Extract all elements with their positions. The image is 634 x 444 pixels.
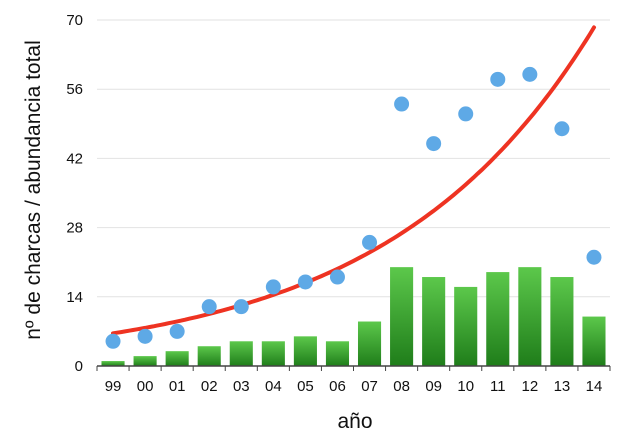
bar xyxy=(133,356,157,366)
data-point xyxy=(522,66,538,82)
bar xyxy=(325,341,350,366)
x-tick-label: 00 xyxy=(137,378,154,395)
bar xyxy=(229,341,253,366)
x-tick-label: 08 xyxy=(393,378,410,395)
data-point xyxy=(105,333,121,349)
bar xyxy=(357,321,382,366)
x-tick-label: 01 xyxy=(169,378,186,395)
x-tick-label: 09 xyxy=(425,378,442,395)
x-tick-label: 02 xyxy=(201,378,218,395)
bar xyxy=(582,316,606,366)
x-tick-label: 11 xyxy=(490,378,506,395)
x-axis-title: año xyxy=(337,410,372,433)
y-tick-label: 0 xyxy=(75,358,83,375)
axes xyxy=(96,365,611,371)
x-tick-label: 14 xyxy=(586,378,603,395)
bar-series xyxy=(101,267,606,366)
bar xyxy=(454,286,478,366)
y-tick-label: 56 xyxy=(66,81,83,98)
bar xyxy=(422,277,446,366)
y-tick-label: 14 xyxy=(66,289,83,306)
data-point xyxy=(394,96,410,112)
bar xyxy=(261,341,285,366)
bar xyxy=(101,361,125,366)
data-point xyxy=(329,269,345,285)
data-point xyxy=(201,299,217,315)
bar xyxy=(197,346,221,366)
x-tick-label: 04 xyxy=(265,378,282,395)
x-tick-label: 05 xyxy=(297,378,314,395)
bar xyxy=(165,351,189,366)
bar xyxy=(293,336,317,366)
bar xyxy=(550,277,574,366)
data-point xyxy=(362,234,378,250)
tick-labels: 0 14 28 42 56 70 99 00 01 02 03 04 05 06 07 08 09 10 11 12 1… xyxy=(66,12,602,395)
scatter-series xyxy=(105,66,602,349)
y-tick-label: 70 xyxy=(66,12,83,29)
y-tick-label: 28 xyxy=(66,220,83,237)
data-point xyxy=(458,106,474,122)
data-point xyxy=(233,299,249,315)
x-tick-label: 03 xyxy=(233,378,250,395)
data-point xyxy=(169,323,185,339)
x-tick-label: 12 xyxy=(522,378,539,395)
data-point xyxy=(265,279,281,295)
data-point xyxy=(297,274,313,290)
x-tick-label: 07 xyxy=(361,378,378,395)
bar xyxy=(486,272,510,366)
data-point xyxy=(426,136,442,152)
data-point xyxy=(490,71,506,87)
bar xyxy=(518,267,542,366)
x-tick-label: 99 xyxy=(105,378,122,395)
x-tick-label: 10 xyxy=(457,378,474,395)
grid xyxy=(97,19,610,298)
y-axis-title: nº de charcas / abundancia total xyxy=(22,40,45,340)
data-point xyxy=(554,121,570,137)
data-point xyxy=(586,249,602,265)
bar xyxy=(390,267,414,366)
y-tick-label: 42 xyxy=(66,150,83,167)
trendline xyxy=(111,25,596,336)
trend-line xyxy=(111,25,596,336)
data-point xyxy=(137,328,153,344)
x-tick-label: 06 xyxy=(329,378,346,395)
x-tick-label: 13 xyxy=(554,378,571,395)
